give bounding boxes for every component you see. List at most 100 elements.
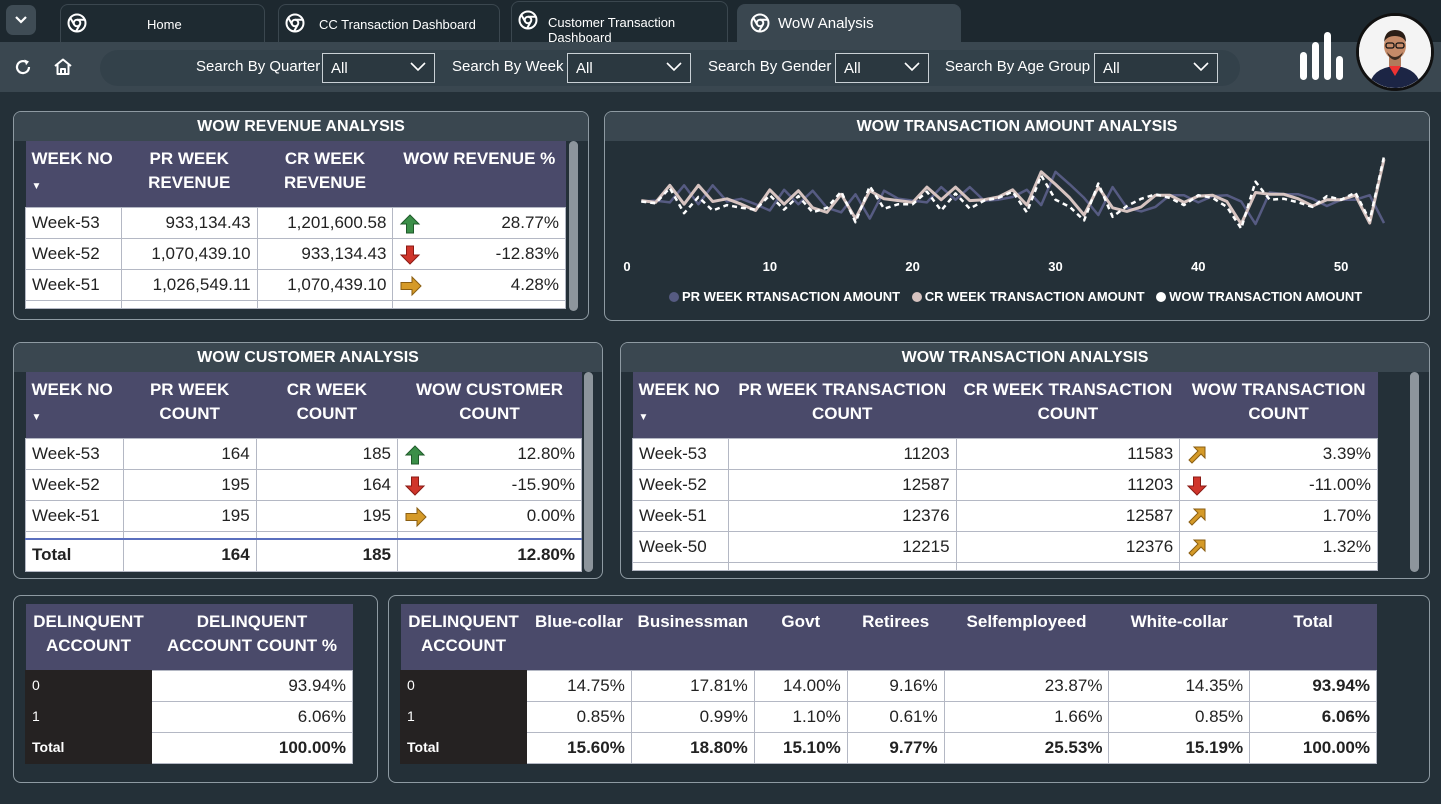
table-row[interactable]: Week-52 1,070,439.10 933,134.43 -12.83%	[25, 237, 566, 270]
transaction-scrollbar[interactable]	[1410, 372, 1419, 572]
gender-select[interactable]: All	[835, 53, 929, 83]
table-row[interactable]: Week-53 164 185 12.80%	[25, 437, 582, 470]
job-header[interactable]: Businessman	[631, 604, 755, 670]
table-row[interactable]: Week-52 12587 11203 -11.00%	[632, 468, 1378, 501]
table-row[interactable]: Week-53 11203 11583 3.39%	[632, 437, 1378, 470]
delinquent-total-row: Total 100.00%	[25, 731, 354, 764]
total-pr: 164	[122, 538, 257, 572]
cr-week-count-header[interactable]: CR WEEK COUNT	[256, 372, 398, 438]
sort-down-icon: ▼	[638, 412, 649, 423]
job-header[interactable]: DELINQUENT ACCOUNT	[400, 604, 527, 670]
delinquent-table: DELINQUENT ACCOUNT DELINQUENT ACCOUNT CO…	[25, 604, 354, 764]
x-tick-label: 50	[1334, 259, 1348, 274]
wow-customer-count-header[interactable]: WOW CUSTOMER COUNT	[397, 372, 582, 438]
home-icon[interactable]	[52, 56, 74, 78]
customer-scrollbar[interactable]	[584, 372, 593, 572]
week-no-header[interactable]: WEEK NO ▼	[632, 372, 729, 438]
amount-chart-panel: WOW TRANSACTION AMOUNT ANALYSIS 0 10 20 30 4…	[604, 111, 1430, 321]
job-total-value: 9.77%	[846, 731, 945, 764]
partial-row	[25, 530, 582, 540]
week-cell: Week-53	[632, 437, 729, 470]
sort-down-icon: ▼	[31, 412, 42, 423]
pr-week-count-header[interactable]: PR WEEK COUNT	[123, 372, 257, 438]
legend-item-cr[interactable]: CR WEEK TRANSACTION AMOUNT	[904, 289, 1145, 304]
avatar	[1356, 13, 1434, 91]
legend-item-wow[interactable]: WOW TRANSACTION AMOUNT	[1148, 289, 1362, 304]
filter-toolbar: Search By Quarter All Search By Week All…	[0, 42, 1441, 92]
total-pct: 12.80%	[397, 538, 582, 572]
tab-cc-transaction-dashboard[interactable]: CC Transaction Dashboard	[278, 4, 500, 42]
refresh-icon[interactable]	[12, 56, 34, 78]
revenue-scrollbar[interactable]	[569, 141, 578, 311]
job-header[interactable]: Govt	[754, 604, 848, 670]
legend-item-pr[interactable]: PR WEEK RTANSACTION AMOUNT	[661, 289, 900, 304]
job-value: 14.75%	[525, 669, 632, 702]
chrome-icon	[518, 10, 538, 30]
table-row[interactable]: 1 0.85% 0.99% 1.10% 0.61% 1.66% 0.85% 6.06%	[400, 700, 1377, 733]
revenue-panel-title: WOW REVENUE ANALYSIS	[14, 112, 588, 141]
pr-cell: 195	[122, 468, 257, 501]
x-tick-label: 30	[1048, 259, 1062, 274]
delinquent-account-header[interactable]: DELINQUENT ACCOUNT	[25, 604, 152, 670]
pct-cell: 28.77%	[392, 206, 566, 239]
pr-cell: 12215	[727, 530, 957, 563]
job-header[interactable]: Blue-collar	[526, 604, 632, 670]
delinquent-count-pct-header[interactable]: DELINQUENT ACCOUNT COUNT %	[151, 604, 353, 670]
pct-cell: 1.32%	[1179, 530, 1378, 563]
pr-week-transaction-count-header[interactable]: PR WEEK TRANSACTION COUNT	[728, 372, 957, 438]
cr-week-revenue-header[interactable]: CR WEEK REVENUE	[257, 141, 393, 207]
tab-menu-button[interactable]	[6, 5, 36, 35]
arrow-right-icon	[400, 275, 423, 296]
table-row[interactable]: 1 6.06%	[25, 700, 354, 733]
table-row[interactable]: Week-51 1,026,549.11 1,070,439.10 4.28%	[25, 268, 566, 301]
job-header[interactable]: Total	[1249, 604, 1377, 670]
week-select[interactable]: All	[567, 53, 691, 83]
x-tick-label: 40	[1191, 259, 1205, 274]
wow-revenue-pct-header[interactable]: WOW REVENUE %	[392, 141, 566, 207]
wow-transaction-count-header[interactable]: WOW TRANSACTION COUNT	[1179, 372, 1378, 438]
cr-cell: 185	[255, 437, 399, 470]
chevron-down-icon	[1193, 62, 1209, 72]
pct-cell: 1.70%	[1179, 499, 1378, 532]
tab-label: CC Transaction Dashboard	[319, 17, 476, 32]
series-line-pr[interactable]	[641, 170, 1386, 226]
arrow-up-icon	[400, 213, 421, 233]
table-row[interactable]: Week-50 12215 12376 1.32%	[632, 530, 1378, 563]
job-value: 0.85%	[525, 700, 632, 733]
table-row[interactable]: Week-53 933,134.43 1,201,600.58 28.77%	[25, 206, 566, 239]
table-row[interactable]: 0 14.75% 17.81% 14.00% 9.16% 23.87% 14.35% 93.9…	[400, 669, 1377, 702]
cr-cell: 12587	[955, 499, 1181, 532]
arrow-down-icon	[404, 476, 426, 496]
table-row[interactable]: Week-52 195 164 -15.90%	[25, 468, 582, 501]
chevron-down-icon	[666, 62, 682, 72]
pr-week-revenue-header[interactable]: PR WEEK REVENUE	[121, 141, 258, 207]
cr-week-transaction-count-header[interactable]: CR WEEK TRANSACTION COUNT	[956, 372, 1180, 438]
cr-cell: 195	[255, 499, 399, 532]
series-line-wow[interactable]	[641, 156, 1386, 230]
delinquent-value: 6.06%	[150, 700, 354, 733]
age-group-select[interactable]: All	[1094, 53, 1218, 83]
pr-cell: 1,026,549.11	[120, 268, 258, 301]
job-header[interactable]: Selfemployeed	[944, 604, 1109, 670]
tab-home[interactable]: Home	[60, 4, 265, 42]
tab-wow-analysis[interactable]: WoW Analysis	[737, 4, 961, 42]
table-row[interactable]: 0 93.94%	[25, 669, 354, 702]
pct-cell: -11.00%	[1179, 468, 1378, 501]
delinquent-value: 93.94%	[150, 669, 354, 702]
delinquent-key: 1	[400, 700, 527, 733]
series-line-cr[interactable]	[641, 158, 1386, 226]
cr-cell: 12376	[955, 530, 1181, 563]
quarter-select[interactable]: All	[322, 53, 435, 83]
job-value: 1.10%	[753, 700, 848, 733]
job-value: 9.16%	[846, 669, 945, 702]
chevron-down-icon	[904, 62, 920, 72]
tab-customer-transaction-dashboard[interactable]: Customer Transaction Dashboard	[511, 1, 728, 45]
chrome-icon	[285, 13, 305, 33]
job-header[interactable]: Retirees	[847, 604, 945, 670]
table-row[interactable]: Week-51 195 195 0.00%	[25, 499, 582, 532]
week-no-header[interactable]: WEEK NO ▼	[25, 372, 124, 438]
week-cell: Week-52	[25, 468, 124, 501]
week-no-header[interactable]: WEEK NO ▼	[25, 141, 122, 207]
job-header[interactable]: White-collar	[1108, 604, 1250, 670]
table-row[interactable]: Week-51 12376 12587 1.70%	[632, 499, 1378, 532]
